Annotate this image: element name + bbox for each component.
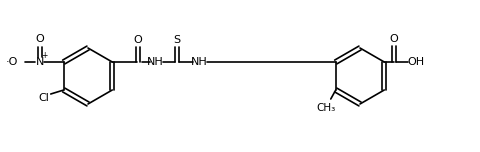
Text: NH: NH xyxy=(147,57,164,67)
Text: N: N xyxy=(36,57,44,67)
Text: S: S xyxy=(174,35,181,45)
Text: ·O: ·O xyxy=(5,57,18,67)
Text: O: O xyxy=(390,34,398,44)
Text: CH₃: CH₃ xyxy=(316,103,336,113)
Text: OH: OH xyxy=(408,57,425,67)
Text: O: O xyxy=(134,35,143,45)
Text: NH: NH xyxy=(191,57,208,67)
Text: +: + xyxy=(42,52,48,60)
Text: O: O xyxy=(36,34,44,44)
Text: Cl: Cl xyxy=(38,93,49,103)
